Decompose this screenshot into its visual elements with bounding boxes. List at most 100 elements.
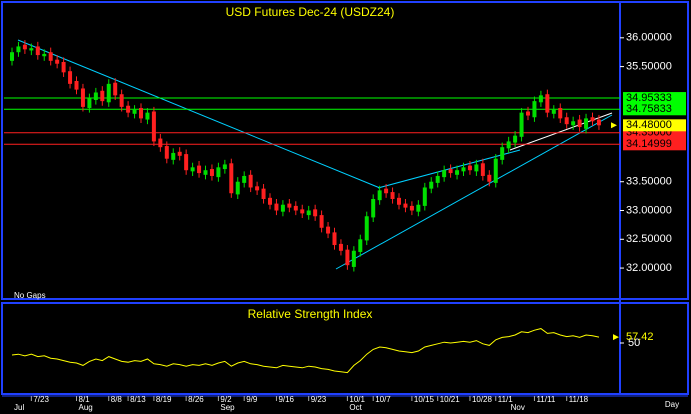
x-tick-label: 11/1: [498, 395, 514, 404]
candle-body: [377, 190, 382, 201]
candle-body: [493, 158, 498, 183]
level-label-box: [623, 103, 686, 116]
rsi-arrow: [613, 334, 619, 341]
candle-body: [132, 109, 137, 114]
x-tick-label: 7/23: [33, 395, 49, 404]
candle-body: [100, 90, 105, 102]
candle-body: [416, 204, 421, 212]
candle-body: [255, 186, 260, 191]
candle-body: [506, 141, 511, 149]
x-tick-label: 10/15: [414, 395, 435, 404]
candle-body: [313, 209, 318, 217]
candle-body: [551, 109, 556, 114]
candle-body: [184, 154, 189, 171]
candle-body: [293, 205, 298, 211]
candle-body: [87, 98, 92, 109]
candle-body: [222, 164, 227, 170]
level-label: 34.75833: [626, 103, 672, 115]
candle-body: [519, 112, 524, 137]
candle-body: [145, 112, 150, 120]
y-tick-label: 33.00000: [626, 204, 672, 216]
rsi-line: [11, 328, 600, 374]
x-tick-label: 8/1: [79, 395, 91, 404]
y-tick-label: 35.50000: [626, 60, 672, 72]
candle-body: [42, 53, 47, 57]
level-label: 34.14999: [626, 138, 672, 150]
candle-body: [235, 181, 240, 195]
x-tick-label: 9/2: [220, 395, 232, 404]
candle-body: [364, 216, 369, 241]
candle-body: [474, 164, 479, 172]
y-tick-label: 33.50000: [626, 176, 672, 188]
candle-body: [274, 203, 279, 211]
candle-body: [422, 187, 427, 206]
candle-body: [242, 175, 247, 183]
candle-body: [358, 239, 363, 252]
candle-body: [461, 167, 466, 172]
rsi-title: Relative Strength Index: [248, 307, 373, 321]
x-tick-label: 10/1: [349, 395, 365, 404]
candle-body: [209, 169, 214, 176]
y-tick-label: 32.50000: [626, 233, 672, 245]
candle-body: [435, 175, 440, 183]
candle-body: [177, 151, 182, 156]
candle-body: [480, 163, 485, 176]
candle-body: [158, 138, 163, 148]
note: No Gaps: [14, 291, 46, 300]
rsi-value-label: 57.42: [626, 331, 654, 343]
candle-body: [74, 80, 79, 90]
x-tick-label: 9/9: [246, 395, 258, 404]
x-tick-label: 8/8: [111, 395, 123, 404]
candle-body: [171, 152, 176, 160]
candle-body: [119, 94, 124, 107]
candle-body: [229, 163, 234, 194]
last-price-arrow: [611, 122, 617, 129]
x-tick-label: 10/21: [440, 395, 461, 404]
candle-body: [384, 188, 389, 194]
month-label: Jul: [14, 403, 24, 412]
candle-body: [596, 119, 601, 126]
candle-body: [455, 170, 460, 175]
candle-body: [113, 82, 118, 96]
price-panel: [1, 1, 689, 300]
level-label-box: [623, 138, 686, 151]
trend-line: [377, 149, 521, 189]
level-label-box: [623, 92, 686, 105]
candle-body: [55, 59, 60, 64]
x-tick-label: 11/11: [536, 395, 555, 404]
candle-body: [532, 101, 537, 118]
month-label: Sep: [220, 403, 235, 412]
month-label: Nov: [511, 403, 525, 412]
candle-body: [306, 210, 311, 216]
candle-body: [106, 83, 111, 103]
candle-body: [216, 167, 221, 178]
candle-body: [261, 188, 266, 199]
candle-body: [487, 174, 492, 182]
month-label: Oct: [349, 403, 362, 412]
candle-body: [590, 117, 595, 122]
candle-body: [332, 232, 337, 246]
candle-body: [80, 88, 85, 107]
candle-body: [571, 121, 576, 126]
candle-body: [319, 215, 324, 228]
candle-body: [403, 203, 408, 208]
x-tick-label: 10/28: [472, 395, 493, 404]
last-price-label: 34.48000: [626, 119, 672, 131]
candle-body: [164, 146, 169, 159]
candle-body: [22, 44, 27, 50]
candle-body: [338, 243, 343, 251]
y-tick-label: 32.00000: [626, 262, 672, 274]
candle-body: [371, 198, 376, 218]
candle-body: [139, 108, 143, 119]
candle-body: [409, 205, 414, 211]
candle-body: [397, 197, 401, 205]
candle-body: [197, 165, 202, 174]
rsi-panel: [1, 302, 689, 395]
trend-line: [17, 39, 381, 189]
candle-body: [287, 203, 292, 208]
trend-line: [335, 114, 613, 270]
y-tick-label: 50: [628, 337, 640, 349]
candle-body: [564, 117, 569, 125]
candle-body: [538, 95, 543, 103]
